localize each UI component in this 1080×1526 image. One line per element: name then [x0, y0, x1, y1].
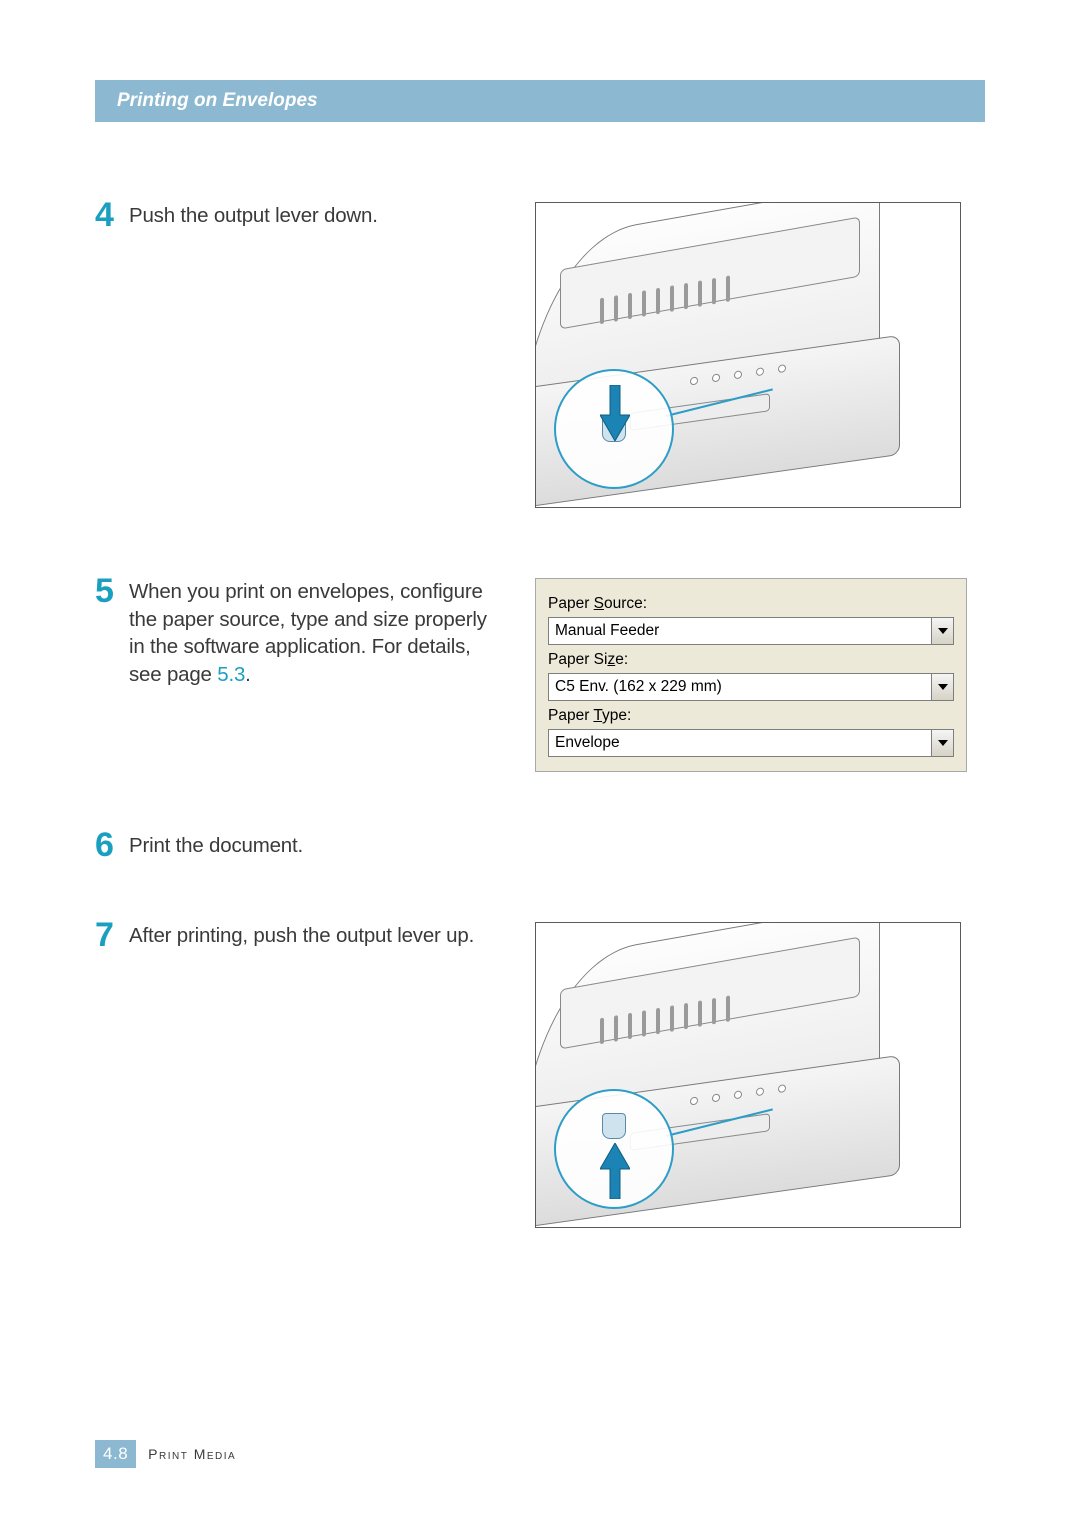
paper-size-label: Paper Size: [548, 651, 954, 669]
step-5-textcol: 5 When you print on envelopes, configure… [95, 578, 495, 689]
step-6-row: 6 Print the document. [95, 832, 985, 862]
print-settings-panel: Paper Source: Manual Feeder Paper Size: … [535, 578, 967, 772]
step-5-text-prefix: When you print on envelopes, configure t… [129, 580, 487, 686]
paper-type-value: Envelope [549, 734, 931, 752]
dropdown-icon [931, 730, 953, 756]
paper-source-value: Manual Feeder [549, 622, 931, 640]
step-5-text: When you print on envelopes, configure t… [129, 578, 495, 689]
printer-lever-down-illustration [535, 202, 961, 508]
step-number: 6 [95, 828, 129, 862]
step-4-illus-col [535, 202, 961, 508]
footer-chapter-label: Print Media [148, 1446, 236, 1462]
step-6-textcol: 6 Print the document. [95, 832, 495, 862]
step-7-textcol: 7 After printing, push the output lever … [95, 922, 495, 952]
step-6-text: Print the document. [129, 832, 303, 860]
step-number: 4 [95, 198, 129, 232]
paper-size-value: C5 Env. (162 x 229 mm) [549, 678, 931, 696]
callout-circle [554, 1089, 674, 1209]
arrow-up-icon [600, 1143, 630, 1199]
dropdown-icon [931, 674, 953, 700]
step-5-row: 5 When you print on envelopes, configure… [95, 578, 985, 772]
paper-source-label: Paper Source: [548, 595, 954, 613]
step-7-illus-col [535, 922, 961, 1228]
paper-type-select[interactable]: Envelope [548, 729, 954, 757]
paper-size-select[interactable]: C5 Env. (162 x 229 mm) [548, 673, 954, 701]
step-5-text-suffix: . [245, 663, 251, 686]
callout-circle [554, 369, 674, 489]
printer-lever-up-illustration [535, 922, 961, 1228]
page-sub-number: .8 [113, 1444, 128, 1463]
content-area: 4 Push the output lever down. [95, 202, 985, 1228]
page-reference-link[interactable]: 5.3 [217, 663, 245, 686]
dropdown-icon [931, 618, 953, 644]
step-4-textcol: 4 Push the output lever down. [95, 202, 495, 232]
page-footer: 4.8 Print Media [95, 1440, 236, 1468]
step-7-text: After printing, push the output lever up… [129, 922, 474, 950]
step-7-row: 7 After printing, push the output lever … [95, 922, 985, 1228]
step-4-text: Push the output lever down. [129, 202, 378, 230]
page-section-number: 4 [103, 1444, 113, 1463]
step-4-row: 4 Push the output lever down. [95, 202, 985, 508]
step-number: 5 [95, 574, 129, 608]
page-number-badge: 4.8 [95, 1440, 136, 1468]
paper-type-label: Paper Type: [548, 707, 954, 725]
step-5-illus-col: Paper Source: Manual Feeder Paper Size: … [535, 578, 967, 772]
step-number: 7 [95, 918, 129, 952]
paper-source-select[interactable]: Manual Feeder [548, 617, 954, 645]
output-lever-icon [602, 1113, 626, 1139]
section-header-bar: Printing on Envelopes [95, 80, 985, 122]
page: Printing on Envelopes 4 Push the output … [0, 0, 1080, 1526]
arrow-down-icon [600, 385, 630, 441]
section-header-title: Printing on Envelopes [117, 90, 318, 112]
